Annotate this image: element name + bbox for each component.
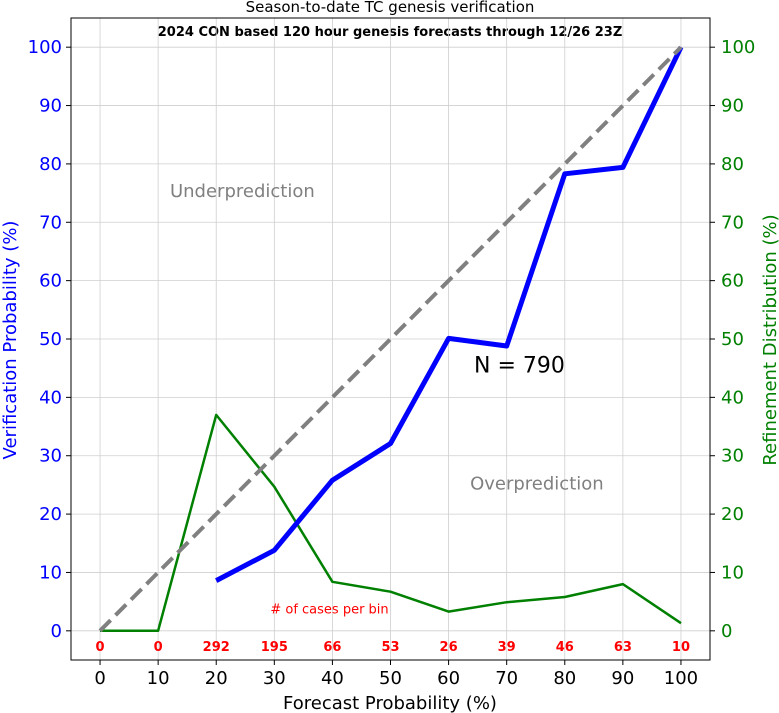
case-count-label: 53 (381, 640, 399, 655)
case-count-label: 292 (203, 640, 230, 655)
x-tick-label: 70 (495, 668, 518, 689)
perfect-reliability-line (98, 45, 683, 633)
y-left-tick-label: 90 (39, 96, 62, 117)
refinement-line (100, 413, 682, 633)
case-count-label: 46 (556, 640, 574, 655)
case-count-label: 10 (672, 640, 690, 655)
y-right-tick-label: 0 (721, 621, 732, 642)
x-tick-label: 50 (379, 668, 402, 689)
x-axis-label: Forecast Probability (%) (283, 693, 497, 713)
y-right-tick-label: 70 (721, 212, 744, 233)
x-axis-ticks: 0 10 20 30 40 50 60 70 80 90 100 (94, 660, 698, 689)
x-tick-label: 10 (147, 668, 170, 689)
x-tick-label: 80 (553, 668, 576, 689)
x-tick-label: 20 (205, 668, 228, 689)
y-axis-left-label: Verification Probability (%) (0, 221, 21, 460)
x-tick-label: 100 (664, 668, 698, 689)
y-left-tick-label: 0 (51, 621, 62, 642)
annotation-layer: Underprediction Overprediction N = 790 # of… (170, 181, 604, 617)
series-layer (98, 45, 684, 633)
y-left-tick-label: 20 (39, 504, 62, 525)
y-right-tick-label: 90 (721, 96, 744, 117)
case-count-label: 39 (498, 640, 516, 655)
case-count-label: 63 (614, 640, 632, 655)
reliability-line (215, 46, 684, 583)
y-right-tick-label: 50 (721, 329, 744, 350)
x-tick-label: 30 (263, 668, 286, 689)
y-left-tick-label: 80 (39, 154, 62, 175)
case-count-label: 66 (323, 640, 341, 655)
chart-title: Season-to-date TC genesis verification (246, 0, 535, 16)
y-right-tick-label: 30 (721, 446, 744, 467)
y-left-tick-label: 70 (39, 212, 62, 233)
y-right-tick-label: 20 (721, 504, 744, 525)
y-left-tick-label: 30 (39, 446, 62, 467)
y-left-tick-label: 100 (28, 37, 62, 58)
case-count-label: 0 (96, 640, 105, 655)
y-right-tick-label: 80 (721, 154, 744, 175)
y-axis-left-ticks: 0 10 20 30 40 50 60 70 80 90 100 (28, 37, 71, 642)
y-left-tick-label: 50 (39, 329, 62, 350)
y-left-tick-label: 40 (39, 387, 62, 408)
x-tick-label: 0 (94, 668, 105, 689)
overprediction-label: Overprediction (470, 474, 604, 495)
y-left-tick-label: 10 (39, 562, 62, 583)
x-tick-label: 40 (321, 668, 344, 689)
underprediction-label: Underprediction (170, 181, 315, 202)
case-count-labels: 0 0 292 195 66 53 26 39 46 63 10 (96, 640, 690, 655)
x-tick-label: 90 (611, 668, 634, 689)
chart-subtitle: 2024 CON based 120 hour genesis forecast… (158, 25, 623, 40)
cases-per-bin-label: # of cases per bin (270, 602, 388, 617)
x-tick-label: 60 (437, 668, 460, 689)
case-count-label: 195 (261, 640, 288, 655)
case-count-label: 0 (154, 640, 163, 655)
y-right-tick-label: 60 (721, 271, 744, 292)
y-right-tick-label: 10 (721, 562, 744, 583)
grid (71, 18, 710, 660)
y-axis-right-ticks: 0 10 20 30 40 50 60 70 80 90 100 (710, 37, 755, 642)
y-axis-right-label: Refinement Distribution (%) (760, 214, 779, 465)
y-left-tick-label: 60 (39, 271, 62, 292)
y-right-tick-label: 100 (721, 37, 755, 58)
case-count-label: 26 (440, 640, 458, 655)
y-right-tick-label: 40 (721, 387, 744, 408)
sample-size-label: N = 790 (474, 353, 565, 378)
